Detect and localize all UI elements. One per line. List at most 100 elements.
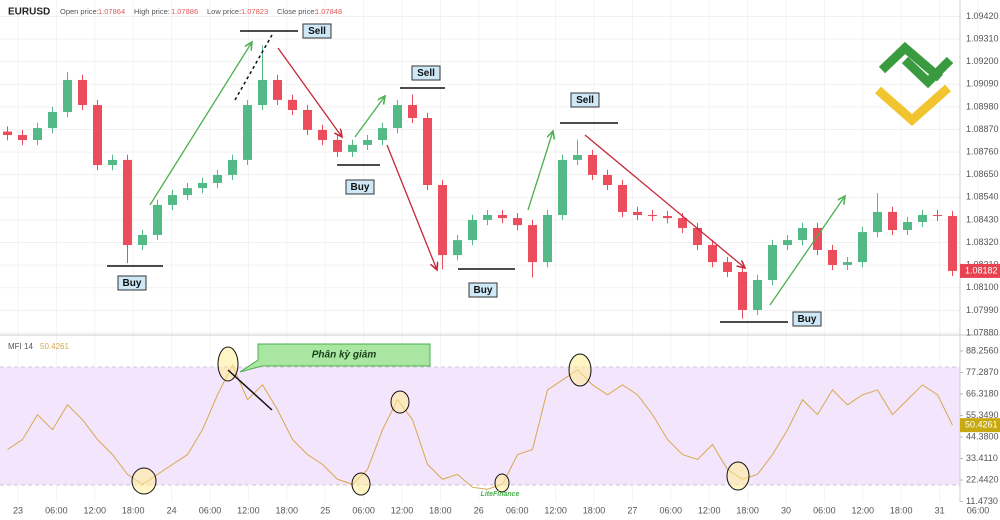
candle-body: [948, 216, 957, 271]
arrow: [149, 42, 252, 206]
candle-body: [378, 128, 387, 140]
buy-label: Buy: [123, 278, 142, 289]
label-box: [570, 92, 600, 108]
x-tick-label: 12:00: [544, 505, 567, 515]
x-tick-label: 06:00: [352, 505, 375, 515]
candle-body: [363, 139, 372, 145]
candle-body: [183, 188, 192, 196]
candle-body: [543, 215, 552, 263]
mfi-line: [7, 363, 953, 490]
buy-label: Buy: [351, 182, 370, 193]
candle-body: [153, 204, 162, 235]
y-tick-label: 1.07990: [966, 305, 999, 315]
x-tick-label: 06:00: [199, 505, 222, 515]
candle-body: [573, 154, 582, 160]
candle-body: [723, 262, 732, 272]
x-tick-label: 18:00: [736, 505, 759, 515]
x-tick-label: 06:00: [506, 505, 529, 515]
x-tick-label: 30: [781, 505, 791, 515]
sell-label: Sell: [417, 68, 435, 79]
x-tick-label: 18:00: [429, 505, 452, 515]
divergence-line: [227, 369, 273, 411]
y-tick-label: 1.09420: [966, 11, 999, 21]
y-tick-label: 1.08870: [966, 124, 999, 134]
candle-body: [783, 240, 792, 246]
mfi-band: [0, 367, 960, 485]
candle-body: [228, 159, 237, 175]
x-tick-label: 18:00: [276, 505, 299, 515]
y-tick-label: 88.2560: [966, 345, 999, 355]
x-tick-label: 18:00: [890, 505, 913, 515]
arrow: [527, 131, 553, 211]
y-tick-label: 1.08760: [966, 146, 999, 156]
candle-body: [843, 262, 852, 265]
candle-body: [873, 211, 882, 233]
candle-body: [438, 185, 447, 256]
label-box: [468, 282, 498, 298]
candle-body: [678, 218, 687, 228]
y-tick-label: 1.08430: [966, 214, 999, 224]
candle-body: [753, 279, 762, 310]
candle-body: [48, 112, 57, 129]
candle-body: [258, 79, 267, 106]
x-tick-label: 06:00: [45, 505, 68, 515]
price-box: [960, 263, 1000, 278]
y-tick-label: 44.3800: [966, 431, 999, 441]
indicator-box: [960, 418, 1000, 433]
candle-body: [123, 159, 132, 246]
highlight: [390, 390, 410, 414]
candle-body: [348, 144, 357, 152]
candle-body: [498, 215, 507, 219]
candle-body: [663, 216, 672, 219]
candle-body: [468, 219, 477, 241]
x-tick-label: 26: [474, 505, 484, 515]
x-tick-label: 12:00: [698, 505, 721, 515]
candle-body: [333, 139, 342, 152]
highlight: [351, 472, 371, 496]
y-tick-label: 1.08540: [966, 192, 999, 202]
candle-body: [558, 159, 567, 216]
highlight: [726, 461, 750, 491]
y-tick-label: 22.4420: [966, 474, 999, 484]
annotations: Sell Sell Sell Buy Buy Buy Buy: [107, 23, 845, 498]
symbol: EURUSD: [8, 7, 50, 18]
candle-body: [93, 105, 102, 166]
candle-body: [408, 105, 417, 118]
candle-body: [243, 105, 252, 160]
callout-text: Phân kỳ giảm: [312, 350, 377, 361]
candle-body: [528, 225, 537, 263]
candle-body: [603, 174, 612, 185]
candle-body: [888, 211, 897, 231]
x-tick-label: 06:00: [813, 505, 836, 515]
candle-body: [423, 117, 432, 185]
candle-body: [273, 79, 282, 100]
buy-label: Buy: [798, 314, 817, 325]
highlight: [131, 467, 157, 495]
candle-body: [738, 271, 747, 310]
y-tick-label: 66.3180: [966, 388, 999, 398]
candle-body: [303, 109, 312, 130]
y-tick-label: 33.4110: [966, 453, 998, 463]
x-tick-label: 23: [13, 505, 23, 515]
candle-body: [918, 215, 927, 222]
x-tick-label: 24: [167, 505, 177, 515]
highlight: [217, 346, 239, 382]
label-box: [345, 179, 375, 195]
candle-body: [513, 218, 522, 226]
y-tick-label: 1.07880: [966, 327, 999, 337]
dotted-line: [234, 34, 273, 101]
x-tick-label: 27: [627, 505, 637, 515]
field-label: High price:: [134, 7, 170, 16]
candle-body: [108, 159, 117, 166]
candle-body: [453, 240, 462, 256]
candle-body: [393, 105, 402, 129]
candle-body: [903, 222, 912, 231]
arrow: [386, 144, 437, 270]
y-tick-label: 1.09310: [966, 33, 999, 43]
field-value: 1.07864: [98, 7, 125, 16]
candle-body: [213, 174, 222, 183]
plot: [3, 45, 957, 490]
x-tick-label: 06:00: [967, 505, 990, 515]
candle-body: [933, 215, 942, 217]
